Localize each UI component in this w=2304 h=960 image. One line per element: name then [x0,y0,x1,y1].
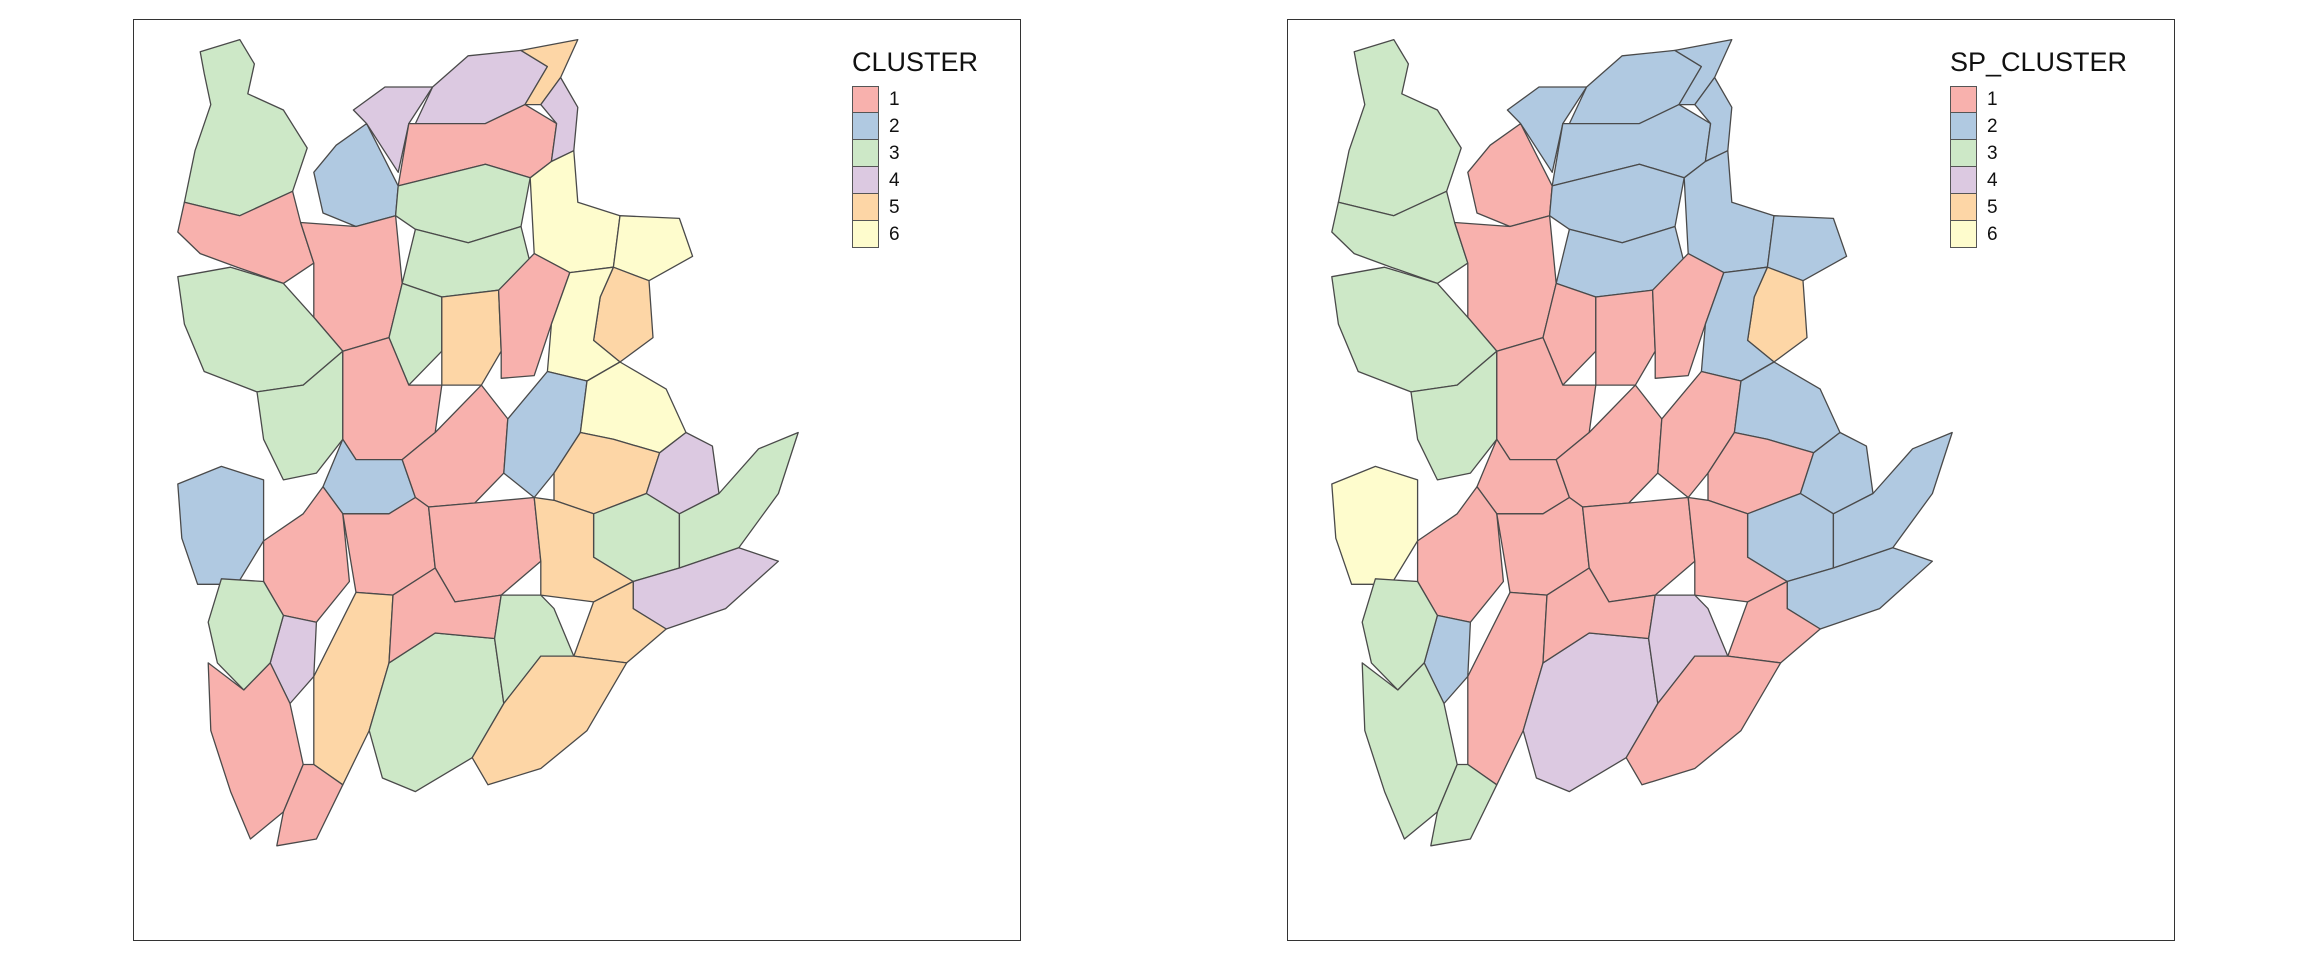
map-region-upper-mid-d [1651,252,1725,379]
map-region-west-strip [1331,190,1469,285]
cluster-choropleth-map [177,38,799,847]
map-region-upper-mid-c [441,289,502,386]
map-region-west-lower [1331,465,1419,585]
map-region-south-f [1430,763,1498,847]
map-region-north-east-b [612,215,694,282]
legend-label: 6 [889,223,900,245]
legend-item: 3 [1950,140,2127,167]
map-region-west-mid-b [256,350,344,481]
legend-swatch [852,140,879,167]
legend-item: 4 [1950,167,2127,194]
legend-label: 1 [889,88,900,110]
legend-label: 4 [889,169,900,191]
map-region-lower-a [262,486,351,623]
map-region-south-g [1625,655,1782,786]
legend-item: 1 [852,86,978,113]
legend-label: 6 [1987,223,1998,245]
legend-item: 3 [852,140,978,167]
map-region-north-east-b [1766,215,1848,282]
legend-item: 6 [852,221,978,248]
legend-label: 1 [1987,88,1998,110]
legend-label: 2 [889,115,900,137]
map-region-west-lower [177,465,265,585]
map-region-south-g [471,655,628,786]
legend-swatch [852,113,879,140]
cluster-legend: CLUSTER 1 2 3 4 5 6 [852,47,978,248]
sp-cluster-choropleth-map [1331,38,1953,847]
legend-title: SP_CLUSTER [1950,47,2128,77]
map-region-west-strip [177,190,315,285]
legend-title: CLUSTER [852,47,979,77]
legend-item: 6 [1950,221,2127,248]
map-region-north-west [183,38,308,217]
legend-item: 1 [1950,86,2127,113]
legend-label: 3 [1987,142,1998,164]
map-region-upper-mid-d [497,252,571,379]
map-region-upper-mid-c [1595,289,1656,386]
legend-label: 5 [889,196,900,218]
legend-items: 1 2 3 4 5 6 [852,86,978,248]
map-region-upper-mid-b [388,282,443,386]
legend-label: 4 [1987,169,1998,191]
map-region-north-west [1337,38,1462,217]
legend-swatch [1950,221,1977,248]
legend-item: 2 [852,113,978,140]
legend-swatch [1950,113,1977,140]
legend-swatch [852,167,879,194]
legend-item: 2 [1950,113,2127,140]
map-region-north-east-a [529,150,621,274]
legend-swatch [1950,194,1977,221]
map-region-upper-mid-b [1542,282,1597,386]
map-region-south-f [276,763,344,847]
legend-swatch [852,221,879,248]
legend-label: 3 [889,142,900,164]
map-region-west-mid-b [1410,350,1498,481]
legend-label: 2 [1987,115,1998,137]
legend-item: 4 [852,167,978,194]
sp-cluster-map-panel: SP_CLUSTER 1 2 3 4 5 6 [1287,19,2175,941]
legend-items: 1 2 3 4 5 6 [1950,86,2127,248]
map-region-lower-a [1416,486,1505,623]
legend-swatch [1950,167,1977,194]
legend-swatch [1950,86,1977,113]
legend-item: 5 [852,194,978,221]
cluster-map-panel: CLUSTER 1 2 3 4 5 6 [133,19,1021,941]
legend-label: 5 [1987,196,1998,218]
sp-cluster-legend: SP_CLUSTER 1 2 3 4 5 6 [1950,47,2127,248]
legend-swatch [852,86,879,113]
map-region-north-east-a [1683,150,1775,274]
legend-swatch [1950,140,1977,167]
legend-swatch [852,194,879,221]
legend-item: 5 [1950,194,2127,221]
